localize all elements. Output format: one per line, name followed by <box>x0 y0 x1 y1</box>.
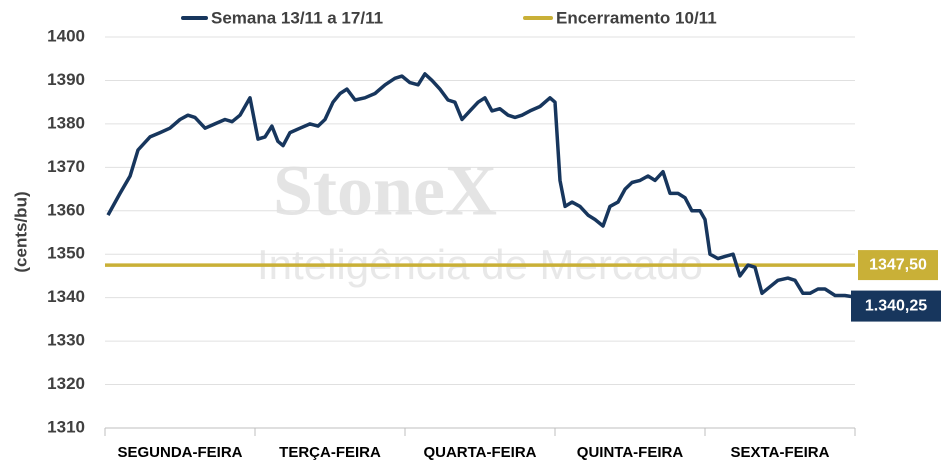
reference-label: 1347,50 <box>869 256 927 273</box>
reference-label-box <box>858 250 938 281</box>
y-tick-label: 1330 <box>47 331 85 350</box>
x-tick-label: QUINTA-FEIRA <box>577 444 684 461</box>
x-tick-label: SEXTA-FEIRA <box>731 444 830 461</box>
x-tick-label: TERÇA-FEIRA <box>279 444 381 461</box>
value-label-box <box>851 290 941 322</box>
y-tick-label: 1390 <box>47 70 85 89</box>
y-tick-label: 1310 <box>47 417 85 436</box>
y-tick-label: 1340 <box>47 287 85 306</box>
legend-label: Semana 13/11 a 17/11 <box>211 8 383 27</box>
watermark-brand: StoneX <box>273 151 497 231</box>
y-tick-label: 1400 <box>47 26 85 45</box>
line-series <box>106 72 853 299</box>
y-tick-label: 1380 <box>47 113 85 132</box>
y-tick-label: 1360 <box>47 200 85 219</box>
y-tick-label: 1320 <box>47 374 85 393</box>
value-label: 1.340,25 <box>865 297 927 314</box>
x-tick-label: SEGUNDA-FEIRA <box>117 444 242 461</box>
y-tick-label: 1370 <box>47 157 85 176</box>
y-axis-label: (cents/bu) <box>11 191 30 272</box>
x-tick-label: QUARTA-FEIRA <box>423 444 536 461</box>
legend-label: Encerramento 10/11 <box>556 8 717 27</box>
y-tick-label: 1350 <box>47 244 85 263</box>
